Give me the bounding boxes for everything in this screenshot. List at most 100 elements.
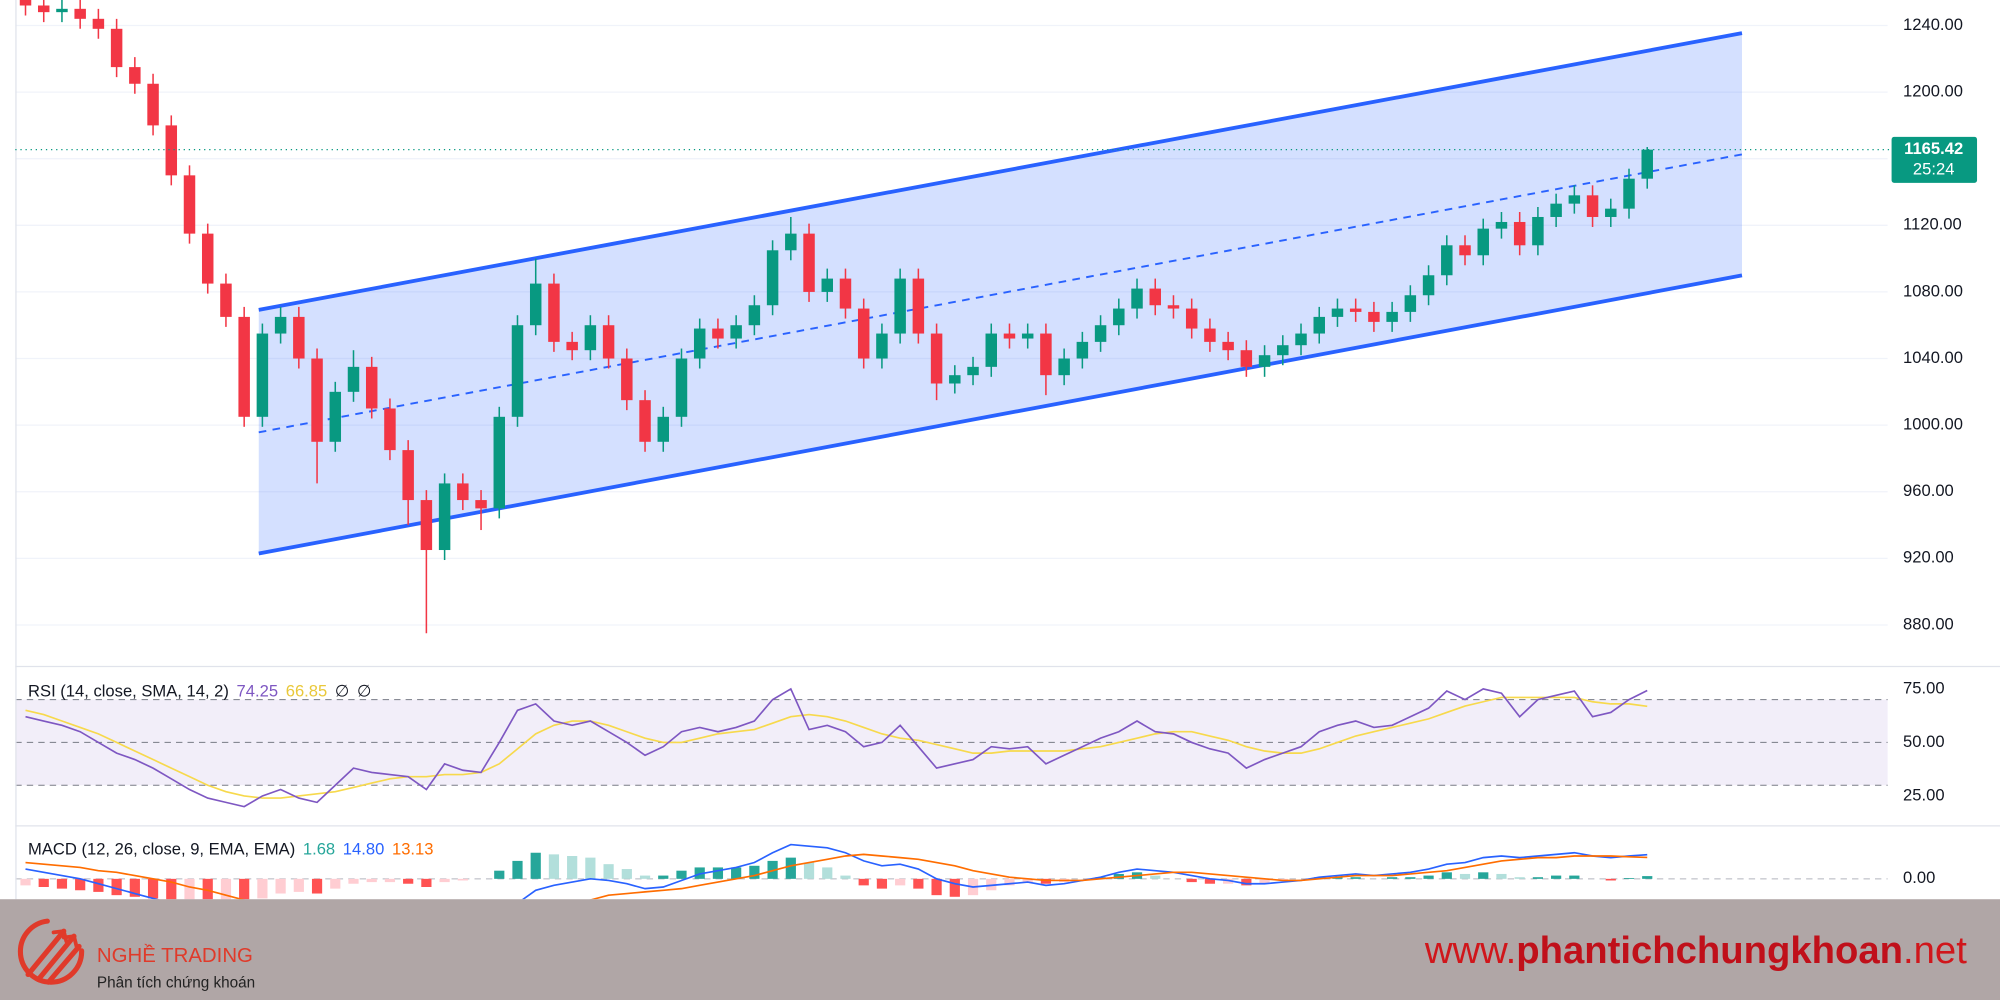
histogram-bar bbox=[512, 860, 523, 879]
candle-body bbox=[1641, 149, 1653, 179]
histogram-bar bbox=[38, 878, 49, 887]
url-prefix: www. bbox=[1424, 929, 1516, 972]
candle-body bbox=[347, 366, 360, 392]
candle-body bbox=[256, 333, 269, 417]
y-tick-label: 880.00 bbox=[1903, 614, 1954, 633]
last-price-box bbox=[1891, 136, 1978, 183]
candle-body bbox=[92, 18, 105, 29]
candle-body bbox=[457, 483, 469, 501]
macd-panel bbox=[15, 843, 1888, 900]
candle-body bbox=[1404, 295, 1417, 312]
indicator-line bbox=[25, 853, 1648, 900]
candle-body bbox=[857, 308, 870, 359]
histogram-bar bbox=[439, 878, 450, 883]
url-suffix: .net bbox=[1903, 929, 1967, 972]
histogram-bar bbox=[311, 878, 323, 894]
histogram-bar bbox=[75, 878, 86, 891]
candle-body bbox=[1386, 311, 1398, 322]
candle-body bbox=[912, 278, 925, 334]
candle-body bbox=[1131, 288, 1143, 309]
candle-body bbox=[621, 358, 633, 401]
histogram-bar bbox=[421, 878, 432, 887]
candle-body bbox=[985, 333, 997, 367]
last-price-label: 1165.42 bbox=[1904, 139, 1963, 158]
y-tick-label: 75.00 bbox=[1903, 678, 1945, 697]
candle-body bbox=[949, 375, 961, 384]
histogram-bar bbox=[348, 878, 359, 884]
rsi-panel bbox=[15, 687, 1888, 808]
candle-body bbox=[1240, 350, 1253, 367]
candle-body bbox=[894, 278, 906, 334]
histogram-bar bbox=[20, 878, 31, 886]
candle-body bbox=[1313, 316, 1325, 334]
histogram-bar bbox=[1186, 878, 1197, 883]
candle-body bbox=[493, 416, 506, 509]
histogram-bar bbox=[147, 878, 159, 899]
histogram-bar bbox=[257, 878, 268, 899]
candle-body bbox=[475, 500, 487, 509]
y-tick-label: 1080.00 bbox=[1903, 281, 1963, 300]
histogram-bar bbox=[931, 878, 942, 896]
candle-body bbox=[220, 283, 232, 317]
candle-body bbox=[1277, 345, 1289, 356]
histogram-bar bbox=[1259, 878, 1270, 884]
histogram-bar bbox=[1569, 875, 1580, 879]
candle-body bbox=[1331, 308, 1344, 317]
histogram-bar bbox=[166, 878, 177, 900]
axes: 880.00 920.00 960.00 1000.00 1040.00 1080.00 1… bbox=[15, 0, 2000, 900]
histogram-bar bbox=[56, 878, 68, 889]
candle-body bbox=[420, 500, 433, 551]
candle-body bbox=[129, 67, 141, 84]
histogram-bar bbox=[275, 878, 286, 894]
candle-body bbox=[1076, 341, 1089, 359]
countdown-label: 25:24 bbox=[1913, 159, 1955, 178]
website: www.phantichchungkhoan.net bbox=[1424, 929, 1967, 972]
y-tick-label: 1200.00 bbox=[1903, 81, 1963, 100]
candle-body bbox=[748, 305, 761, 326]
candle-body bbox=[1113, 308, 1125, 326]
candle-body bbox=[1368, 311, 1380, 322]
histogram-bar bbox=[1496, 873, 1507, 879]
candle-body bbox=[1040, 333, 1052, 376]
candle-body bbox=[766, 250, 779, 306]
candle-body bbox=[384, 408, 396, 451]
histogram-bar bbox=[1532, 877, 1544, 879]
histogram-bar bbox=[949, 878, 960, 897]
candle-body bbox=[402, 450, 414, 501]
histogram-bar bbox=[1241, 878, 1252, 886]
candle-body bbox=[1568, 195, 1581, 204]
legend-value: 74.25 bbox=[237, 682, 279, 701]
histogram-bar bbox=[202, 878, 213, 900]
histogram-bar bbox=[384, 878, 396, 883]
candle-body bbox=[201, 233, 214, 284]
histogram-bar bbox=[184, 878, 195, 900]
y-tick-label: 1040.00 bbox=[1903, 348, 1963, 367]
histogram-bar bbox=[840, 875, 851, 879]
candle-body bbox=[1422, 275, 1435, 296]
histogram-bar bbox=[603, 864, 614, 879]
histogram-bar bbox=[567, 856, 578, 879]
candle-body bbox=[74, 8, 86, 19]
candle-body bbox=[930, 333, 943, 384]
histogram-bar bbox=[1441, 872, 1452, 879]
legend-value: 66.85 bbox=[286, 682, 328, 701]
histogram-bar bbox=[366, 878, 377, 883]
histogram-bar bbox=[1642, 876, 1653, 879]
candle-body bbox=[110, 28, 123, 68]
histogram-bar bbox=[293, 878, 304, 892]
histogram-bar bbox=[494, 870, 505, 879]
histogram-bar bbox=[1204, 878, 1216, 884]
histogram-bar bbox=[785, 857, 796, 879]
candle-body bbox=[438, 483, 451, 551]
y-tick-label: 1240.00 bbox=[1903, 15, 1963, 34]
y-tick-label: 50.00 bbox=[1903, 732, 1945, 751]
legend-value: 1.68 bbox=[303, 840, 335, 859]
histogram-bar bbox=[220, 878, 232, 900]
candle-body bbox=[639, 400, 651, 442]
candle-body bbox=[566, 341, 578, 351]
candle-body bbox=[584, 325, 597, 351]
indicator-title: MACD (12, 26, close, 9, EMA, EMA) bbox=[28, 840, 295, 859]
candle-body bbox=[147, 83, 159, 126]
histogram-bar bbox=[1022, 878, 1033, 883]
legend-value: 13.13 bbox=[392, 840, 434, 859]
